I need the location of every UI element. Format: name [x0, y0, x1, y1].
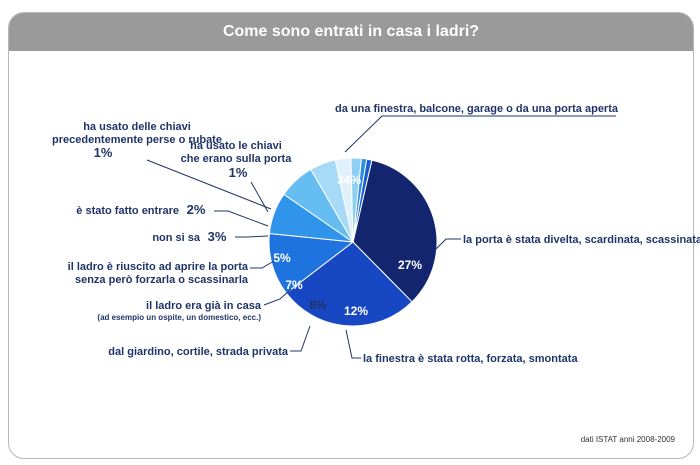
slice-category-label-1: da una finestra, balcone, garage o da un…: [335, 103, 619, 115]
slice-category-label-7: non si sa: [152, 232, 201, 244]
slice-value-label-2: 27%: [398, 258, 422, 272]
leader-line-6: [250, 260, 275, 269]
pie-slice-2: [285, 241, 413, 327]
slice-category-label-9: ha usato le chiavi che erano sulla porta: [181, 140, 293, 165]
pie-slices: [268, 157, 438, 327]
chart-title: Come sono entrati in casa i ladri?: [9, 13, 693, 51]
leader-line-8: [214, 210, 269, 227]
slice-category-label-3: la finestra è stata rotta, forzata, smon…: [363, 353, 578, 365]
leader-line-5: [263, 288, 292, 306]
slice-value-label-6: 5%: [273, 251, 291, 265]
slice-value-label-5: 7%: [285, 278, 303, 292]
slice-category-label-6: il ladro è riuscito ad aprire la porta se…: [68, 261, 249, 286]
source-note: dati ISTAT anni 2008-2009: [580, 435, 675, 444]
slice-value-labels: 34% 27% 12% 8% 7% 5%: [273, 173, 422, 318]
slice-value-label-1: 34%: [337, 173, 361, 187]
slice-value-label-7: 3%: [208, 229, 227, 244]
leader-line-4: [290, 325, 311, 352]
slice-category-labels: da una finestra, balcone, garage o da un…: [52, 103, 700, 365]
slice-category-label-10: ha usato delle chiavi precedentemente per…: [52, 121, 222, 146]
leader-lines: [146, 115, 616, 359]
slice-value-label-10: 1%: [94, 145, 113, 160]
slice-category-label-4: dal giardino, cortile, strada privata: [108, 346, 289, 358]
leader-line-7: [235, 235, 269, 238]
leader-line-3: [345, 329, 361, 359]
chart-frame: Come sono entrati in casa i ladri? dati …: [8, 12, 694, 459]
slice-category-label-2: la porta è stata divelta, scardinata, sc…: [463, 234, 700, 246]
slice-value-label-9: 1%: [229, 165, 248, 180]
leader-line-9: [250, 181, 269, 213]
leader-line-10: [146, 159, 272, 210]
slice-category-label-5: il ladro era già in casa (ad esempio un o…: [97, 300, 261, 322]
slice-category-label-8: è stato fatto entrare: [76, 205, 179, 217]
leader-line-2: [432, 238, 461, 253]
pie-slice-1: [352, 159, 438, 303]
pie-slice-10: [352, 158, 373, 243]
pie-slice-3: [268, 232, 355, 294]
slice-value-label-4: 8%: [309, 298, 327, 312]
slice-value-label-3: 12%: [344, 304, 368, 318]
slice-value-label-8: 2%: [187, 202, 206, 217]
leader-line-1: [344, 115, 616, 153]
